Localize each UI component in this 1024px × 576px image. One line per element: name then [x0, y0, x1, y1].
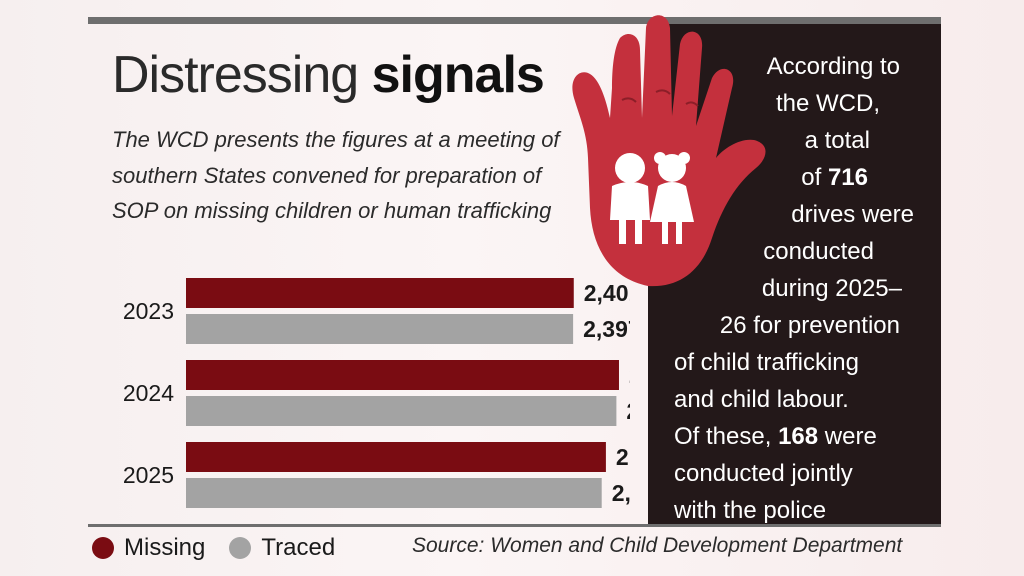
info-line: Of these, 168 were — [674, 422, 877, 452]
bar-traced-2023 — [186, 314, 574, 344]
info-line: a total — [804, 127, 870, 154]
info-text-part: were — [818, 423, 877, 450]
info-line: the WCD, — [775, 90, 880, 117]
drives-count: 716 — [827, 164, 868, 191]
legend: Missing Traced — [92, 533, 359, 563]
info-line: conducted — [763, 238, 874, 265]
legend-swatch-traced — [229, 537, 252, 559]
legend-label-missing: Missing — [124, 534, 206, 561]
tick-label-2024: 2024 — [123, 380, 174, 406]
data-label-traced-2025: 2,574 — [612, 480, 630, 506]
info-line: 26 for prevention — [719, 312, 900, 339]
info-line: conducted jointly — [674, 460, 853, 487]
title-light: Distressing — [112, 46, 359, 104]
tick-label-2025: 2025 — [123, 462, 174, 488]
data-label-missing-2024: 2,681 — [629, 362, 630, 388]
bottom-rule — [88, 524, 941, 527]
info-text: According to the WCD, a total of 716 dri… — [660, 52, 930, 524]
bar-chart: 2,401 2,397 2023 2,681 2,665 2024 2,600 2,574 20… — [123, 278, 630, 508]
legend-item-traced: Traced — [229, 534, 335, 562]
source-note: Source: Women and Child Development Depa… — [412, 534, 903, 557]
info-line: during 2025– — [761, 275, 902, 302]
info-line: According to — [766, 53, 900, 80]
children-icon — [610, 152, 694, 244]
data-label-traced-2023: 2,397 — [583, 316, 630, 342]
legend-swatch-missing — [92, 537, 114, 559]
info-line: of child trafficking — [674, 349, 859, 376]
title-bold: signals — [371, 46, 545, 104]
top-rule — [88, 17, 941, 24]
info-line: of 716 — [801, 163, 868, 193]
legend-label-traced: Traced — [261, 534, 336, 561]
hand-icon — [572, 15, 766, 287]
info-line: with the police — [674, 497, 827, 524]
joint-drives-count: 168 — [778, 423, 819, 450]
info-text-part: Of these, — [674, 423, 779, 450]
tick-label-2023: 2023 — [123, 298, 174, 324]
info-line: and child labour. — [674, 386, 849, 413]
bar-missing-2024 — [186, 360, 619, 390]
bar-missing-2025 — [186, 442, 606, 472]
legend-item-missing: Missing — [92, 534, 205, 562]
chart-title: Distressing signals — [112, 40, 545, 110]
data-label-traced-2024: 2,665 — [626, 398, 630, 424]
data-label-missing-2023: 2,401 — [584, 280, 630, 306]
info-line: drives were — [791, 201, 914, 228]
data-label-missing-2025: 2,600 — [616, 444, 630, 470]
info-text-part: of — [801, 164, 828, 191]
bar-missing-2023 — [186, 278, 574, 308]
bar-traced-2024 — [186, 396, 617, 426]
stop-hand-illustration — [572, 15, 766, 287]
bar-traced-2025 — [186, 478, 602, 508]
chart-subtitle: The WCD presents the figures at a meetin… — [112, 127, 560, 223]
